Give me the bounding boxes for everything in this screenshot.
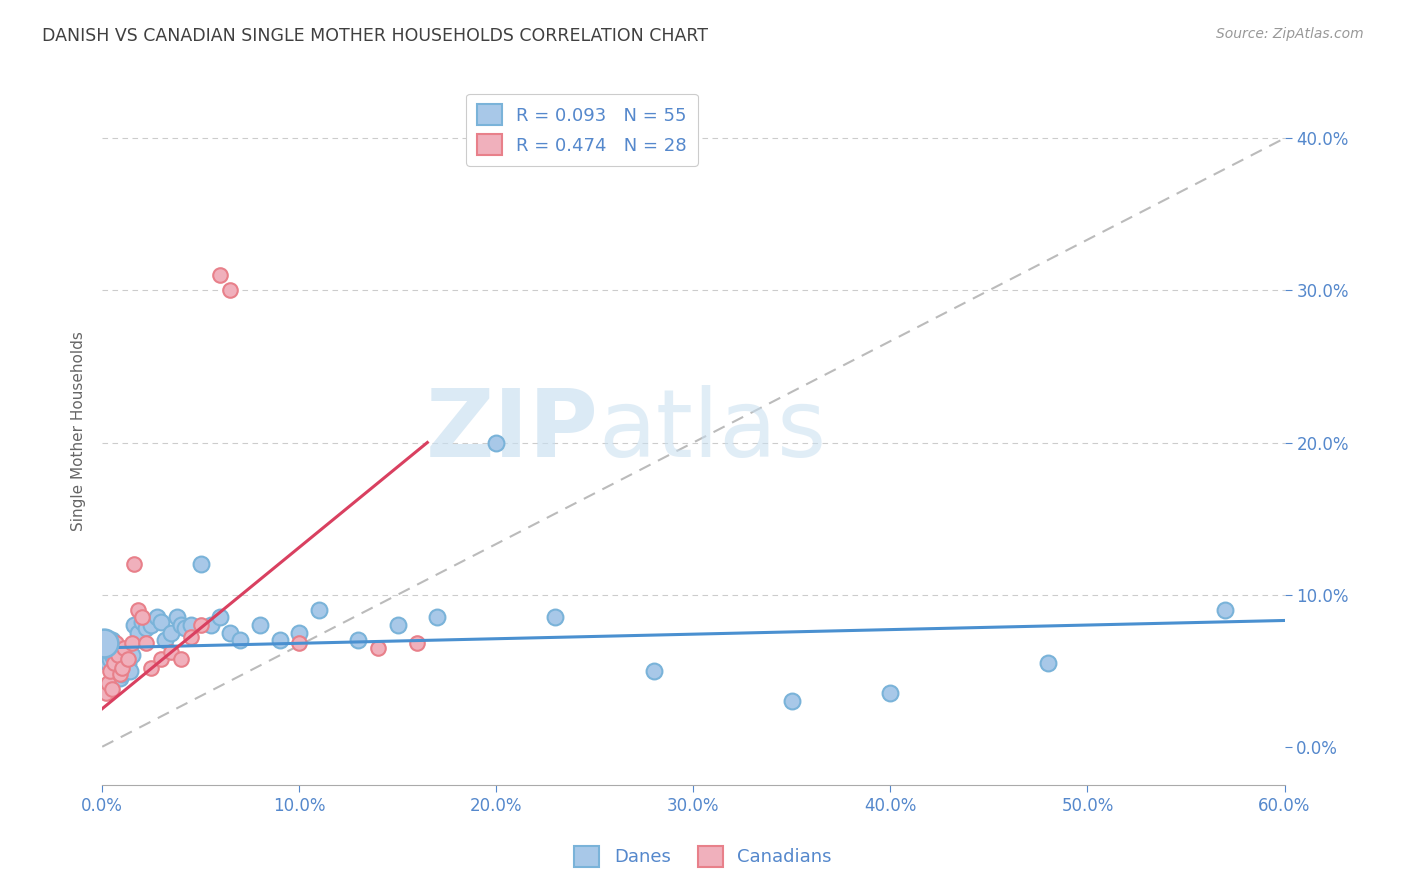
Point — [98, 645, 121, 659]
Point — [1036, 656, 1059, 670]
Text: Source: ZipAtlas.com: Source: ZipAtlas.com — [1216, 27, 1364, 41]
Point — [107, 648, 129, 663]
Point — [112, 640, 135, 655]
Point — [98, 651, 121, 665]
Point — [111, 660, 134, 674]
Point — [347, 633, 370, 648]
Point — [93, 636, 115, 650]
Point — [170, 651, 193, 665]
Point — [105, 648, 128, 663]
Point — [426, 610, 449, 624]
Point — [96, 648, 118, 663]
Point — [387, 618, 409, 632]
Point — [780, 694, 803, 708]
Point — [108, 660, 131, 674]
Point — [174, 621, 197, 635]
Point — [127, 625, 149, 640]
Point — [146, 610, 169, 624]
Point — [108, 671, 131, 685]
Point — [111, 656, 134, 670]
Point — [643, 664, 665, 678]
Point — [118, 664, 141, 678]
Point — [200, 618, 222, 632]
Legend: Danes, Canadians: Danes, Canadians — [567, 838, 839, 874]
Point — [105, 636, 128, 650]
Point — [180, 618, 202, 632]
Point — [122, 558, 145, 572]
Y-axis label: Single Mother Households: Single Mother Households — [72, 331, 86, 531]
Point — [406, 636, 429, 650]
Point — [150, 651, 173, 665]
Point — [190, 558, 212, 572]
Point — [101, 681, 124, 696]
Point — [107, 666, 129, 681]
Text: atlas: atlas — [599, 385, 827, 477]
Point — [544, 610, 567, 624]
Point — [155, 633, 177, 648]
Point — [135, 636, 157, 650]
Point — [141, 618, 163, 632]
Point — [367, 640, 389, 655]
Point — [288, 636, 311, 650]
Point — [135, 621, 157, 635]
Point — [180, 630, 202, 644]
Point — [170, 618, 193, 632]
Point — [249, 618, 271, 632]
Point — [219, 625, 242, 640]
Point — [879, 686, 901, 700]
Point — [131, 615, 153, 629]
Point — [112, 664, 135, 678]
Point — [127, 603, 149, 617]
Point — [98, 664, 121, 678]
Point — [150, 615, 173, 629]
Point — [103, 656, 125, 670]
Point — [308, 603, 330, 617]
Point — [160, 645, 183, 659]
Point — [485, 435, 508, 450]
Point — [93, 679, 115, 693]
Point — [209, 610, 232, 624]
Point — [131, 610, 153, 624]
Legend: R = 0.093   N = 55, R = 0.474   N = 28: R = 0.093 N = 55, R = 0.474 N = 28 — [465, 94, 697, 166]
Point — [121, 636, 143, 650]
Point — [1215, 603, 1237, 617]
Point — [219, 284, 242, 298]
Point — [190, 618, 212, 632]
Point — [97, 656, 120, 670]
Point — [117, 651, 139, 665]
Point — [141, 660, 163, 674]
Point — [101, 633, 124, 648]
Point — [209, 268, 232, 283]
Point — [160, 625, 183, 640]
Point — [111, 666, 134, 681]
Point — [108, 666, 131, 681]
Point — [122, 618, 145, 632]
Point — [115, 648, 138, 663]
Point — [93, 640, 115, 655]
Point — [103, 640, 125, 655]
Point — [103, 651, 125, 665]
Point — [97, 636, 120, 650]
Point — [166, 610, 188, 624]
Point — [229, 633, 252, 648]
Point — [121, 648, 143, 663]
Point — [97, 676, 120, 690]
Point — [96, 686, 118, 700]
Point — [101, 648, 124, 663]
Point — [117, 656, 139, 670]
Point — [105, 664, 128, 678]
Point — [107, 656, 129, 670]
Text: ZIP: ZIP — [426, 385, 599, 477]
Text: DANISH VS CANADIAN SINGLE MOTHER HOUSEHOLDS CORRELATION CHART: DANISH VS CANADIAN SINGLE MOTHER HOUSEHO… — [42, 27, 709, 45]
Point — [269, 633, 291, 648]
Point — [288, 625, 311, 640]
